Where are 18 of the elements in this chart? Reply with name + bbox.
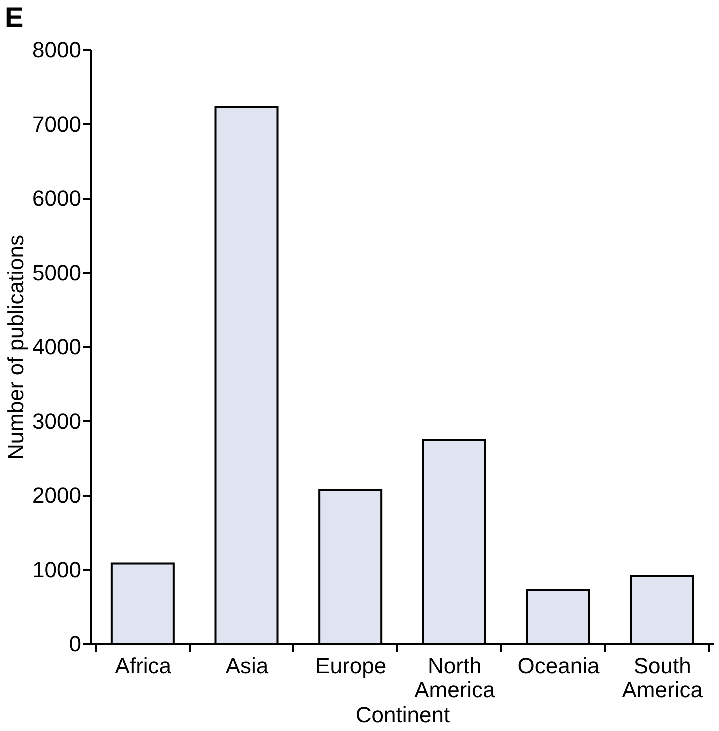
y-tick-label: 6000 xyxy=(32,186,82,211)
y-tick-label: 2000 xyxy=(32,483,82,508)
x-tick-label: Oceania xyxy=(518,654,600,678)
x-tick-label: North America xyxy=(414,654,496,702)
x-tick-label: Europe xyxy=(316,654,387,678)
y-tick-label: 5000 xyxy=(32,260,82,286)
x-tick-label: South America xyxy=(622,654,704,702)
x-axis-title: Continent xyxy=(356,702,450,728)
chart-title: E xyxy=(5,2,24,33)
y-tick-label: 1000 xyxy=(32,557,82,582)
y-axis-title: Number of publications xyxy=(4,234,29,460)
y-tick-label: 7000 xyxy=(32,112,82,137)
y-tick-label: 8000 xyxy=(32,38,82,62)
x-tick-label: Africa xyxy=(115,654,172,678)
x-tick-label: Asia xyxy=(226,654,270,678)
y-tick-label: 4000 xyxy=(32,334,82,360)
y-tick-label: 3000 xyxy=(32,408,82,434)
y-tick-label: 0 xyxy=(69,632,82,656)
